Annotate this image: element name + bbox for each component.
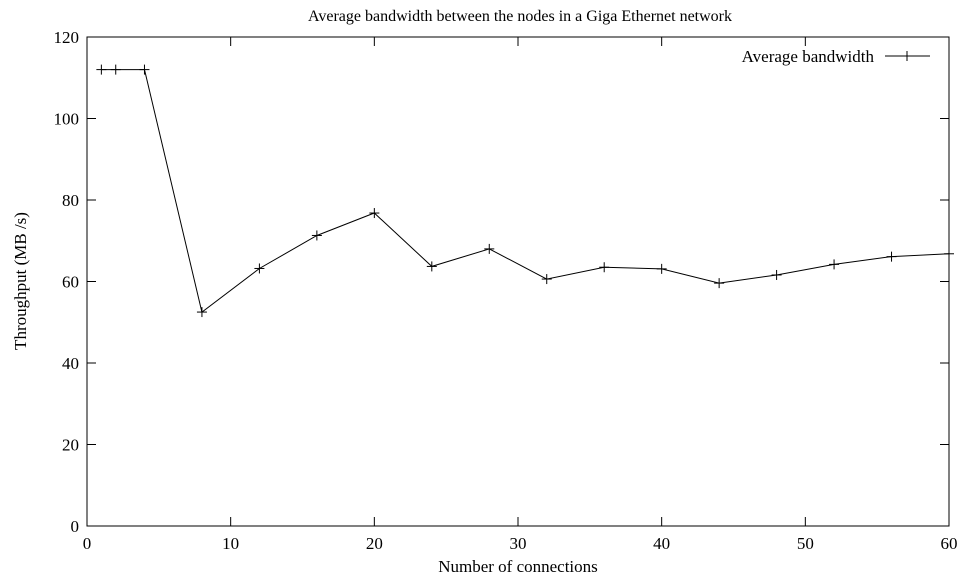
- legend-marker-plus: [902, 51, 912, 61]
- data-point-8: [196, 307, 207, 318]
- x-tick-label-60: 60: [941, 534, 958, 553]
- y-tick-label-60: 60: [62, 273, 79, 292]
- data-point-24: [426, 261, 437, 272]
- data-point-60: [944, 248, 954, 259]
- series-layer: [96, 64, 954, 318]
- plot-frame: [86, 36, 950, 527]
- x-tick-label-10: 10: [222, 534, 239, 553]
- x-tick-label-20: 20: [366, 534, 383, 553]
- data-point-28: [484, 243, 495, 254]
- data-point-32: [541, 274, 552, 285]
- series-line-0: [101, 69, 950, 313]
- data-point-56: [886, 251, 897, 262]
- data-point-52: [829, 259, 840, 270]
- x-tick-label-0: 0: [83, 534, 92, 553]
- data-point-36: [599, 262, 610, 273]
- y-tick-label-100: 100: [54, 110, 80, 129]
- data-point-12: [254, 263, 265, 274]
- data-point-1: [96, 64, 107, 75]
- data-point-16: [311, 230, 322, 241]
- axis-ticks: [86, 36, 950, 527]
- chart-title: Average bandwidth between the nodes in a…: [308, 8, 732, 25]
- data-point-2: [110, 64, 121, 75]
- x-tick-label-40: 40: [653, 534, 670, 553]
- data-point-4: [139, 64, 150, 75]
- y-axis-label: Throughput (MB /s): [11, 212, 30, 350]
- x-axis-label: Number of connections: [438, 557, 598, 576]
- data-point-40: [656, 263, 667, 274]
- y-tick-label-80: 80: [62, 191, 79, 210]
- data-point-44: [714, 278, 725, 289]
- data-point-48: [771, 269, 782, 280]
- y-tick-label-40: 40: [62, 354, 79, 373]
- x-tick-label-50: 50: [797, 534, 814, 553]
- data-point-20: [369, 208, 380, 219]
- tick-labels: 0 10 20 30 40 50 60 0 20 40 60 80 100 120: [54, 28, 958, 553]
- y-tick-label-0: 0: [71, 517, 80, 536]
- x-tick-label-30: 30: [510, 534, 527, 553]
- legend-label-average-bandwidth: Average bandwidth: [742, 47, 875, 66]
- legend: Average bandwidth: [742, 47, 930, 66]
- y-tick-label-120: 120: [54, 28, 80, 47]
- y-tick-label-20: 20: [62, 436, 79, 455]
